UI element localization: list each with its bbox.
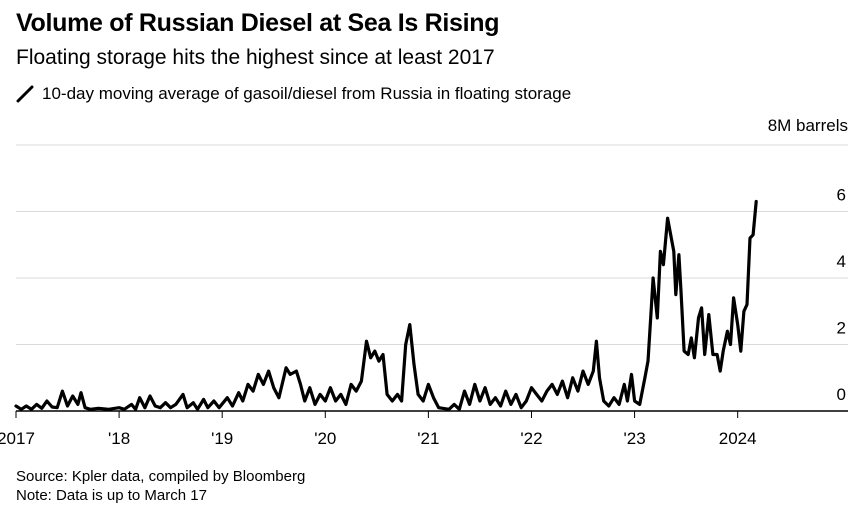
y-tick-label: 6 [837,186,846,205]
line-chart: 0 2 4 6 2017 '18 '19 '20 '21 '22 '23 2024 [0,144,848,448]
y-tick-label: 4 [837,252,846,271]
source-note: Source: Kpler data, compiled by Bloomber… [16,468,306,485]
x-tick-label: '20 [314,429,336,448]
legend-label: 10-day moving average of gasoil/diesel f… [42,84,572,103]
footer: Source: Kpler data, compiled by Bloomber… [16,467,305,505]
x-tick-label: '22 [520,429,542,448]
chart-subtitle: Floating storage hits the highest since … [16,46,495,69]
x-tick-label: '19 [211,429,233,448]
x-tick-label: '23 [624,429,646,448]
y-tick-label: 2 [837,319,846,338]
x-tick-label: 2017 [0,429,35,448]
data-note: Note: Data is up to March 17 [16,487,207,504]
legend: 10-day moving average of gasoil/diesel f… [16,84,571,104]
x-tick-label: '18 [108,429,130,448]
y-tick-label: 0 [837,385,846,404]
line-legend-icon [16,85,34,103]
y-axis-unit-label: 8M barrels [767,116,848,135]
x-tick-label: '21 [417,429,439,448]
series-line [14,199,758,411]
x-tick-label: 2024 [719,429,757,448]
chart-title: Volume of Russian Diesel at Sea Is Risin… [16,9,500,37]
